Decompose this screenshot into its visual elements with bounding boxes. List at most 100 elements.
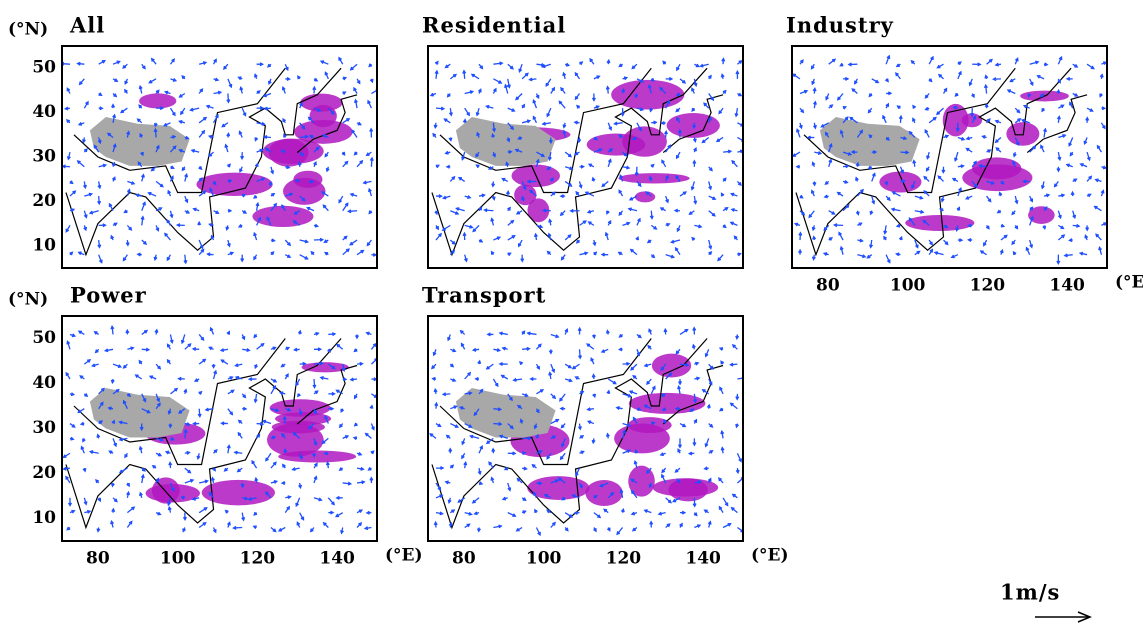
wind-vector [734, 236, 737, 240]
wind-vector [343, 236, 347, 240]
wind-vector [96, 349, 99, 352]
wind-vector [543, 122, 551, 125]
wind-vector [575, 94, 579, 100]
wind-vector [436, 467, 443, 470]
wind-vector [450, 510, 454, 513]
x-tick-label: 140 [319, 549, 355, 569]
wind-vector [709, 196, 716, 199]
wind-vector [493, 62, 502, 65]
wind-vector [185, 210, 189, 213]
wind-vector [126, 330, 129, 334]
wind-vector [369, 189, 372, 196]
wind-vector [70, 181, 73, 184]
wind-vector [607, 331, 610, 335]
wind-vector [185, 451, 190, 454]
wind-vector [707, 405, 710, 409]
wind-vector [1069, 137, 1073, 145]
x-tick-label: 120 [240, 549, 276, 569]
wind-vector [694, 196, 697, 203]
wind-vector [156, 181, 163, 186]
wind-vector [1000, 250, 1003, 255]
wind-vector [156, 453, 161, 456]
wind-vector [97, 435, 100, 439]
wind-vector [797, 165, 800, 168]
plateau [90, 117, 190, 166]
wind-vector [722, 59, 725, 65]
wind-vector [649, 329, 652, 334]
wind-vector [321, 61, 328, 64]
wind-vector [996, 137, 1001, 142]
wind-vector [659, 512, 666, 515]
wind-vector [99, 255, 102, 263]
wind-vector [227, 133, 230, 137]
wind-vector [185, 174, 188, 181]
wind-vector [692, 238, 695, 241]
wind-vector [298, 331, 301, 335]
wind-vector [592, 94, 595, 101]
wind-vector [199, 523, 205, 528]
wind-vector [436, 165, 439, 168]
wind-vector [662, 468, 666, 472]
wind-vector [226, 225, 229, 229]
wind-vector [719, 507, 723, 513]
wind-vector [113, 498, 117, 502]
wind-vector [1058, 194, 1064, 197]
wind-vector [254, 394, 257, 402]
wind-vector [192, 150, 199, 153]
wind-vector [355, 394, 358, 398]
wind-vector [575, 152, 579, 155]
wind-vector [154, 255, 157, 260]
wind-vector [1042, 181, 1045, 188]
wind-vector [996, 120, 1001, 123]
wind-vector [252, 461, 257, 468]
wind-vector [623, 362, 630, 365]
wind-vector [127, 483, 130, 486]
wind-vector [709, 211, 715, 216]
wind-vector [1086, 118, 1089, 123]
wind-vector [723, 208, 728, 211]
wind-vector [241, 152, 244, 159]
wind-vector [190, 108, 199, 111]
wind-vector [254, 195, 257, 198]
wind-vector [800, 60, 803, 64]
wind-vector [717, 137, 723, 141]
wind-vector [450, 424, 458, 428]
wind-vector [294, 348, 299, 351]
wind-vector [194, 208, 200, 211]
wind-vector [478, 89, 481, 93]
wind-vector [367, 240, 371, 245]
wind-vector [927, 152, 930, 158]
wind-vector [80, 79, 85, 84]
wind-vector [199, 240, 203, 248]
wind-vector [168, 191, 171, 196]
wind-vector [341, 528, 344, 534]
wind-vector [797, 129, 800, 137]
wind-vector [693, 137, 696, 141]
wind-vector [271, 481, 277, 484]
wind-vector [434, 123, 437, 128]
wind-vector [1013, 152, 1016, 156]
wind-vector [620, 334, 623, 337]
wind-vector [170, 78, 175, 81]
wind-vector [689, 452, 694, 455]
wind-vector [886, 255, 890, 263]
wind-vector [479, 482, 482, 485]
wind-vector [561, 407, 565, 410]
wind-vector [285, 374, 288, 379]
wind-vector [443, 196, 450, 199]
wind-vector [677, 152, 680, 158]
wind-vector [298, 393, 301, 396]
wind-vector [507, 79, 510, 88]
wind-vector [254, 255, 257, 260]
wind-vector [722, 193, 725, 196]
wind-vector [958, 62, 961, 65]
wind-vector [138, 119, 142, 123]
wind-vector [156, 512, 160, 515]
wind-vector [1058, 225, 1063, 228]
wind-vector [342, 92, 345, 95]
wind-vector [536, 225, 542, 228]
wind-vector [812, 191, 815, 197]
wind-vector [214, 371, 217, 379]
concentration-area [139, 93, 176, 108]
wind-vector [199, 62, 206, 65]
